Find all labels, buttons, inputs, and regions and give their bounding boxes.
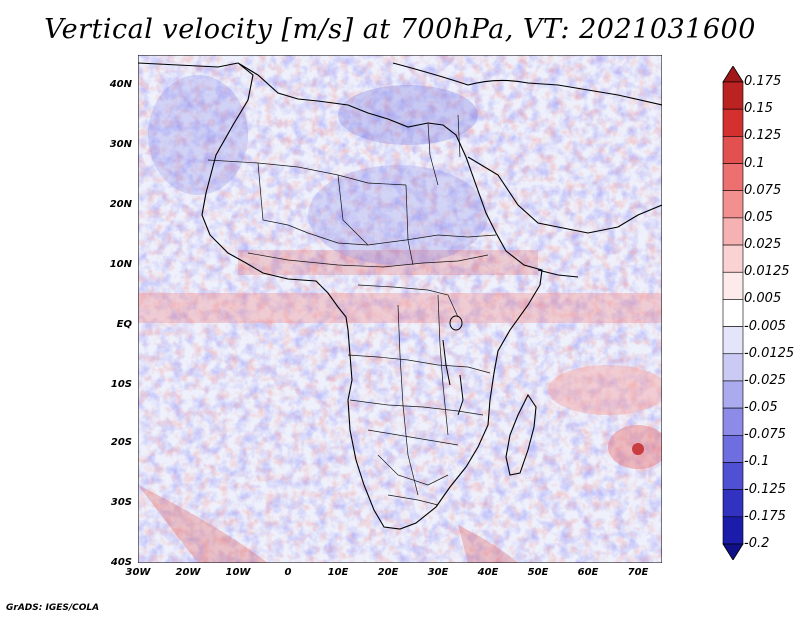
colorbar-label: 0.025 bbox=[744, 237, 782, 253]
colorbar-box bbox=[722, 380, 744, 409]
lat-label-10s: 10S bbox=[110, 379, 132, 390]
colorbar-label: 0.175 bbox=[744, 74, 782, 89]
lon-label-10w: 10W bbox=[225, 567, 251, 578]
lon-label-30e: 30E bbox=[427, 567, 449, 578]
colorbar-box bbox=[722, 81, 744, 110]
colorbar-box bbox=[722, 108, 744, 137]
colorbar-box bbox=[722, 434, 744, 463]
colorbar-label: -0.025 bbox=[744, 372, 786, 388]
colorbar-box bbox=[722, 353, 744, 382]
colorbar-box bbox=[722, 163, 744, 192]
colorbar-box bbox=[722, 299, 744, 327]
lakes bbox=[442, 315, 464, 416]
colorbar-box bbox=[722, 326, 744, 355]
colorbar-label: -0.005 bbox=[744, 318, 786, 334]
lon-label-40e: 40E bbox=[477, 567, 499, 578]
colorbar-label: 0.05 bbox=[744, 209, 773, 225]
colorbar-box bbox=[722, 462, 744, 490]
lat-label-30n: 30N bbox=[109, 139, 132, 150]
colorbar-label: -0.05 bbox=[744, 400, 778, 416]
lon-label-30w: 30W bbox=[125, 567, 151, 578]
itcz-band bbox=[138, 293, 662, 323]
colorbar-label: -0.2 bbox=[744, 536, 770, 551]
colorbar-box bbox=[722, 217, 744, 246]
lat-label-30s: 30S bbox=[110, 497, 132, 508]
lon-label-20e: 20E bbox=[377, 567, 399, 578]
grads-credit: GrADS: IGES/COLA bbox=[6, 603, 100, 613]
colorbar-label: -0.1 bbox=[744, 454, 770, 470]
lon-label-60e: 60E bbox=[577, 567, 599, 578]
colorbar-label: -0.0125 bbox=[744, 345, 795, 361]
colorbar-label: -0.175 bbox=[744, 508, 786, 524]
lat-label-20n: 20N bbox=[109, 199, 132, 210]
lat-label-40n: 40N bbox=[109, 79, 132, 90]
indian-ocean-ascent bbox=[548, 365, 662, 415]
lon-label-20w: 20W bbox=[175, 567, 201, 578]
country-borders bbox=[207, 114, 497, 506]
colorbar-box bbox=[722, 489, 744, 518]
lon-label-70e: 70E bbox=[627, 567, 649, 578]
colorbar-label: 0.0125 bbox=[744, 264, 790, 280]
colorbar-box bbox=[722, 190, 744, 219]
colorbar-label: 0.15 bbox=[744, 101, 773, 117]
colorbar-box bbox=[722, 516, 744, 545]
lat-label-10n: 10N bbox=[109, 259, 132, 270]
colorbar-label: 0.005 bbox=[744, 291, 782, 307]
lat-label-eq: EQ bbox=[116, 319, 132, 330]
lon-label-50e: 50E bbox=[527, 567, 549, 578]
colorbar-label: 0.125 bbox=[744, 128, 782, 144]
velocity-field-map bbox=[138, 55, 662, 563]
colorbar-label: 0.075 bbox=[744, 182, 782, 198]
colorbar-label: -0.125 bbox=[744, 481, 786, 497]
coastlines bbox=[138, 62, 662, 530]
colorbar-top-arrow bbox=[722, 66, 744, 83]
lon-label-10e: 10E bbox=[327, 567, 349, 578]
chart-title: Vertical velocity [m/s] at 700hPa, VT: 2… bbox=[44, 14, 756, 45]
colorbar-box bbox=[722, 136, 744, 164]
lat-label-40s: 40S bbox=[110, 557, 132, 568]
colorbar-label: -0.075 bbox=[744, 427, 786, 443]
lat-label-20s: 20S bbox=[110, 437, 132, 448]
colorbar-box bbox=[722, 407, 744, 436]
colorbar-label: 0.1 bbox=[744, 155, 765, 171]
lon-label-0: 0 bbox=[284, 567, 292, 578]
colorbar-bottom-arrow bbox=[722, 543, 744, 560]
colorbar-box bbox=[722, 271, 744, 300]
colorbar bbox=[722, 66, 744, 560]
colorbar-box bbox=[722, 244, 744, 273]
